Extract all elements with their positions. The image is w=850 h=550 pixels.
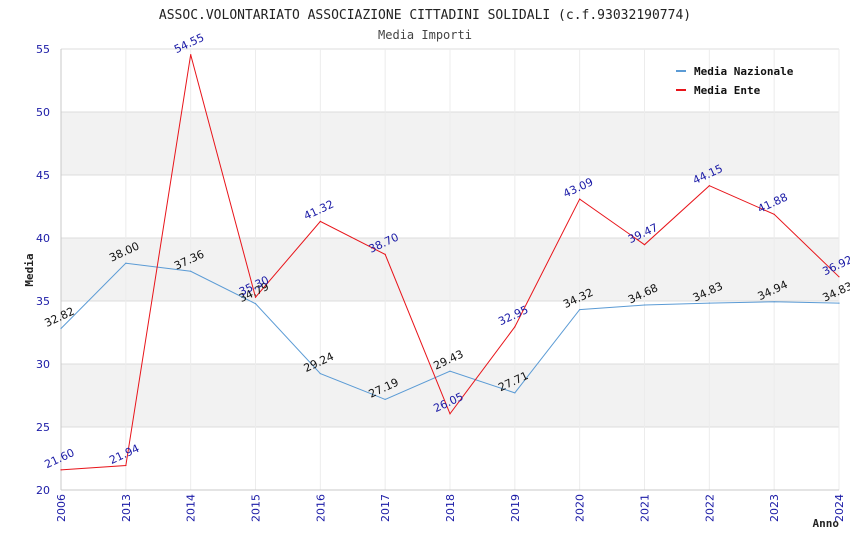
point-media-nazionale [254, 303, 257, 305]
point-media-nazionale [514, 392, 516, 394]
x-tick-labels: 2006 2013 2014 2015 2016 2017 2018 2019 2020 2021… [55, 494, 846, 522]
point-media-ente [838, 276, 840, 278]
point-media-ente [190, 54, 192, 56]
x-tick-label: 2016 [314, 494, 327, 522]
point-media-nazionale [319, 372, 321, 375]
chart-subtitle: Media Importi [378, 28, 472, 42]
legend-label: Media Nazionale [694, 65, 794, 78]
point-media-ente [384, 253, 386, 255]
x-tick-label: 2021 [639, 494, 652, 522]
y-tick-label: 25 [36, 421, 50, 434]
point-media-nazionale [190, 270, 192, 272]
point-media-ente [708, 185, 710, 187]
x-tick-label: 2013 [120, 494, 133, 522]
point-media-ente [449, 413, 451, 415]
point-media-ente [579, 198, 581, 200]
point-media-nazionale [449, 370, 451, 372]
y-tick-label: 45 [36, 169, 50, 182]
y-axis-label: Media [23, 253, 36, 286]
y-tick-labels: 20 25 30 35 40 45 50 55 [36, 43, 50, 497]
point-media-nazionale [579, 308, 581, 311]
point-media-nazionale [773, 301, 775, 303]
y-tick-label: 30 [36, 358, 50, 371]
x-tick-label: 2014 [185, 494, 198, 522]
point-media-ente [60, 469, 62, 471]
x-tick-label: 2022 [703, 494, 716, 522]
x-tick-label: 2020 [574, 494, 587, 522]
point-media-ente [773, 213, 775, 215]
x-axis-label: Anno [813, 517, 840, 530]
legend-label: Media Ente [694, 84, 761, 97]
x-tick-label: 2024 [833, 494, 846, 522]
point-media-ente [514, 326, 516, 328]
y-tick-label: 20 [36, 484, 50, 497]
x-tick-label: 2018 [444, 494, 457, 522]
point-media-ente [254, 296, 257, 298]
point-media-nazionale [838, 302, 840, 304]
point-media-ente [319, 220, 321, 222]
y-tick-label: 40 [36, 232, 50, 245]
point-media-nazionale [384, 398, 386, 401]
x-tick-label: 2019 [509, 494, 522, 522]
y-tick-label: 50 [36, 106, 50, 119]
point-media-nazionale [60, 327, 62, 330]
series-lines [60, 54, 840, 471]
y-tick-label: 35 [36, 295, 50, 308]
point-media-nazionale [125, 262, 127, 264]
x-tick-label: 2015 [250, 494, 263, 522]
point-media-ente [125, 464, 127, 467]
x-tick-label: 2017 [379, 494, 392, 522]
x-tick-label: 2006 [55, 494, 68, 522]
x-tick-label: 2023 [768, 494, 781, 522]
point-media-nazionale [643, 304, 646, 306]
point-media-ente [643, 244, 646, 246]
y-tick-label: 55 [36, 43, 50, 56]
legend: Media Nazionale Media Ente [676, 65, 794, 97]
chart-title: ASSOC.VOLONTARIATO ASSOCIAZIONE CITTADIN… [159, 8, 691, 23]
axes [60, 49, 839, 491]
point-media-nazionale [708, 302, 710, 304]
